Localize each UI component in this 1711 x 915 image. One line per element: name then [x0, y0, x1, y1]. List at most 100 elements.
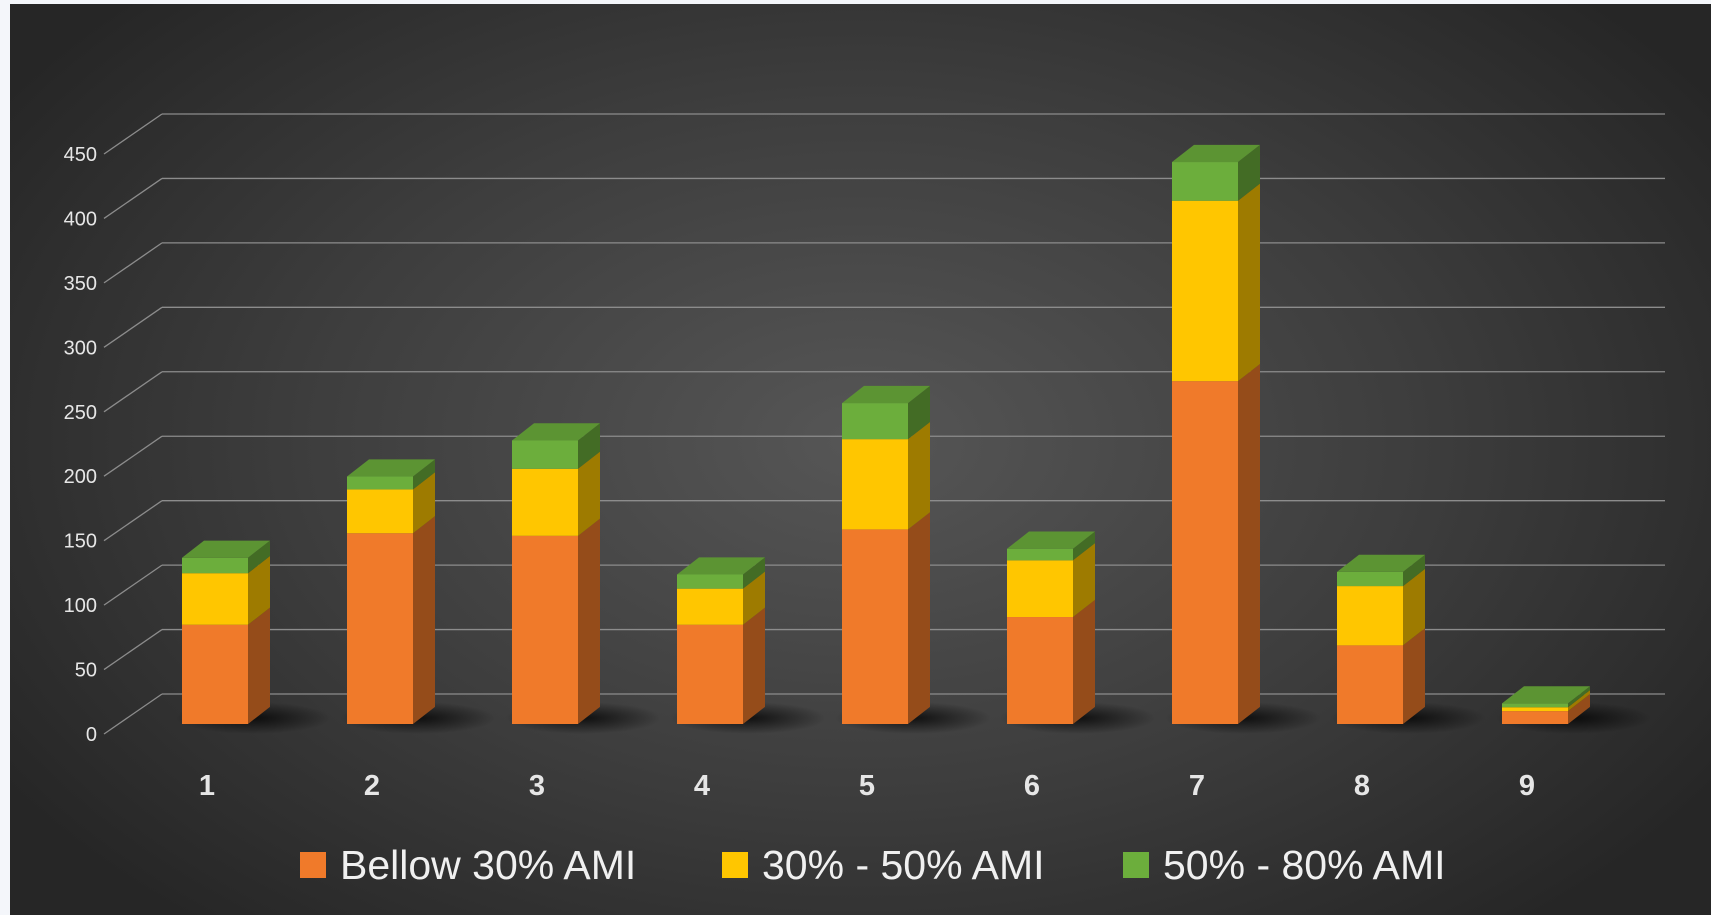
y-axis-ticks: 0 50 100 150 200 250 300 350 400 450 — [64, 144, 97, 746]
bar-segment — [677, 624, 743, 724]
legend: Bellow 30% AMI 30% - 50% AMI 50% - 80% AMI — [300, 842, 1446, 888]
legend-label: Bellow 30% AMI — [340, 842, 636, 888]
bar-segment-side — [248, 556, 270, 625]
bar-segment-side — [413, 472, 435, 534]
bar-segment-side — [1073, 531, 1095, 561]
bar-segment-side — [1403, 554, 1425, 587]
legend-swatch — [1123, 852, 1149, 878]
bar-segment — [677, 588, 743, 625]
bar-segment — [842, 403, 908, 440]
bar-segment — [182, 624, 248, 724]
bar-segment — [842, 439, 908, 530]
legend-label: 30% - 50% AMI — [762, 842, 1045, 888]
bar-segment-side — [1403, 628, 1425, 724]
bar-segment-side — [1568, 690, 1590, 712]
x-tick-label: 8 — [1354, 770, 1370, 802]
y-tick-label: 0 — [86, 724, 97, 746]
gridline-diagonal — [103, 242, 163, 284]
bar-segment — [842, 529, 908, 724]
y-tick-label: 300 — [64, 337, 97, 359]
bar-segment — [1337, 645, 1403, 724]
bar-stack-1 — [182, 540, 270, 724]
y-tick-label: 100 — [64, 595, 97, 617]
gridline-diagonal — [103, 500, 163, 542]
bar-segment — [512, 535, 578, 724]
bar-segment-side — [743, 557, 765, 589]
bar-segment-side — [413, 516, 435, 724]
bar-top — [1007, 531, 1095, 549]
bar-segment — [1007, 617, 1073, 724]
gridline-diagonal — [103, 564, 163, 606]
bar-stack-3 — [512, 423, 600, 724]
bar-segment-side — [248, 540, 270, 574]
bar-segment-side — [578, 423, 600, 469]
bar-segment-side — [908, 385, 930, 440]
bar-segment — [1337, 586, 1403, 646]
bar-segment-side — [413, 459, 435, 490]
x-tick-label: 9 — [1519, 770, 1535, 802]
x-tick-label: 7 — [1189, 770, 1205, 802]
x-tick-label: 3 — [529, 770, 545, 802]
bar-segment — [1502, 703, 1568, 708]
bar-segment — [1007, 548, 1073, 561]
bar-top — [182, 540, 270, 558]
bar-segment-side — [1238, 144, 1260, 201]
bar-segment-side — [578, 451, 600, 536]
bar-top — [842, 385, 930, 404]
x-tick-label: 4 — [694, 770, 710, 802]
gridline-diagonal — [103, 177, 163, 219]
bar-segment-side — [908, 421, 930, 530]
bar-stack-4 — [677, 557, 765, 724]
bar-segment — [677, 574, 743, 589]
bar-segment — [1172, 162, 1238, 201]
bar-stack-2 — [347, 459, 435, 724]
bar-top — [1172, 144, 1260, 163]
bar-segment-side — [1568, 693, 1590, 724]
legend-swatch — [722, 852, 748, 878]
x-tick-label: 6 — [1024, 770, 1040, 802]
bar-segment-side — [1073, 599, 1095, 724]
legend-item: 30% - 50% AMI — [722, 842, 1045, 888]
gridline-diagonal — [103, 371, 163, 413]
y-tick-label: 250 — [64, 402, 97, 424]
bar-segment-side — [1238, 183, 1260, 382]
bar-top — [347, 459, 435, 477]
gridline-diagonal — [103, 113, 163, 155]
bar-stack-8 — [1337, 554, 1425, 724]
bar-segment-side — [248, 607, 270, 724]
gridline-diagonal — [103, 435, 163, 477]
y-tick-label: 150 — [64, 531, 97, 553]
bar-segment — [1502, 711, 1568, 724]
bar-segment-side — [578, 518, 600, 724]
bar-segment-side — [743, 607, 765, 724]
bar-segment — [347, 476, 413, 490]
bar-segment — [1502, 707, 1568, 712]
y-tick-label: 400 — [64, 208, 97, 230]
bar-segment — [347, 489, 413, 534]
bar-segment-side — [908, 512, 930, 724]
bar-segment — [512, 468, 578, 536]
legend-item: 50% - 80% AMI — [1123, 842, 1446, 888]
bar-segment — [182, 573, 248, 625]
bar-top — [512, 423, 600, 441]
x-tick-label: 2 — [364, 770, 380, 802]
bar-top — [1337, 554, 1425, 572]
bar-segment-side — [743, 571, 765, 625]
y-tick-label: 350 — [64, 273, 97, 295]
bar-segment — [182, 557, 248, 574]
bar-stack-7 — [1172, 144, 1260, 724]
bar-segment-side — [1403, 568, 1425, 646]
bar-top — [677, 557, 765, 575]
legend-label: 50% - 80% AMI — [1163, 842, 1446, 888]
gridline-diagonal — [103, 693, 163, 735]
legend-item: Bellow 30% AMI — [300, 842, 636, 888]
bar-stack-5 — [842, 385, 930, 724]
y-tick-label: 450 — [64, 144, 97, 166]
gridline-diagonal — [103, 306, 163, 348]
bar-segment — [1337, 571, 1403, 587]
bar-top — [1502, 686, 1590, 704]
bar-segment — [1172, 381, 1238, 724]
bar-segment-side — [1568, 686, 1590, 708]
gridline-diagonal — [103, 629, 163, 671]
